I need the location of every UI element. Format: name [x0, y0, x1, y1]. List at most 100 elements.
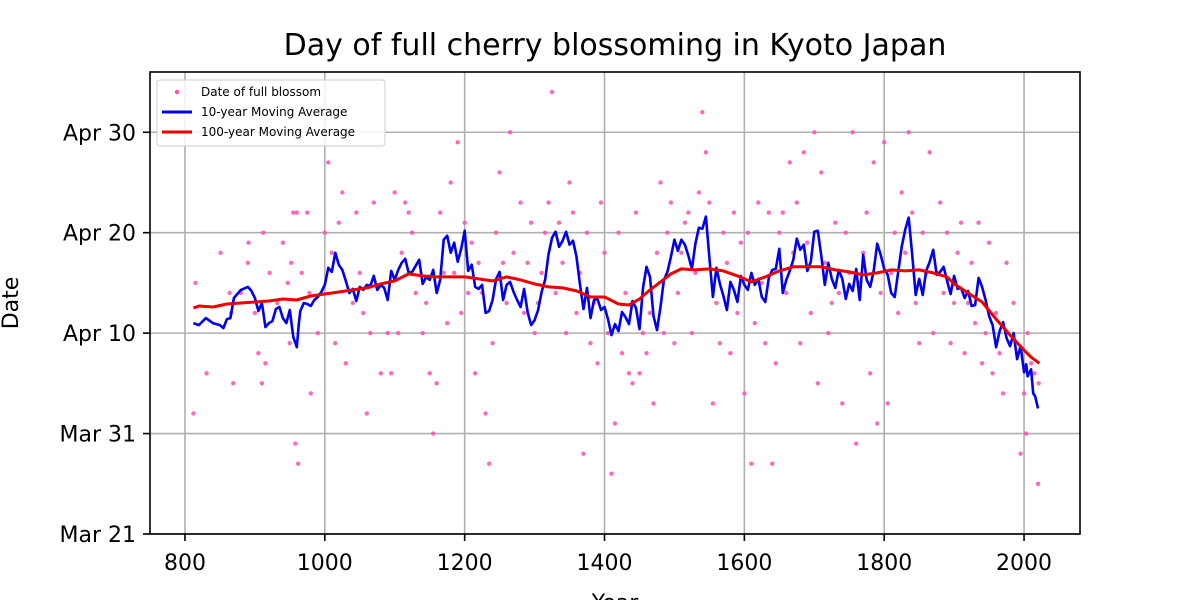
blossom-date-point [261, 230, 266, 235]
blossom-date-point [696, 190, 702, 195]
blossom-date-point [640, 330, 646, 336]
blossom-date-point [350, 300, 355, 306]
blossom-date-point [539, 270, 544, 276]
blossom-date-point [413, 290, 418, 296]
blossom-date-point [679, 250, 684, 255]
blossom-date-point [843, 230, 848, 235]
blossom-date-point [944, 230, 950, 235]
blossom-date-point [654, 250, 660, 255]
blossom-date-point [371, 200, 376, 205]
blossom-date-point [728, 351, 733, 356]
y-axis-label: Date [0, 277, 24, 330]
blossom-date-point [473, 371, 478, 376]
y-tick-label: Apr 30 [63, 121, 136, 146]
blossom-date-point [885, 401, 890, 406]
blossom-date-point [291, 210, 296, 215]
blossom-date-point [570, 210, 576, 215]
y-tick-label: Apr 10 [63, 322, 136, 347]
blossom-date-point [574, 310, 579, 316]
blossom-date-point [455, 140, 460, 145]
legend-label: 100-year Moving Average [201, 125, 355, 139]
blossom-date-point [777, 230, 782, 235]
blossom-date-point [819, 170, 824, 175]
blossom-date-point [287, 341, 292, 346]
blossom-date-point [983, 330, 988, 336]
legend-marker [174, 89, 180, 95]
blossom-date-point [951, 300, 957, 306]
blossom-date-point [1025, 330, 1030, 336]
blossom-date-point [703, 150, 709, 155]
blossom-date-point [854, 441, 859, 446]
blossom-date-point [602, 250, 607, 255]
blossom-date-point [191, 411, 196, 416]
blossom-date-point [997, 351, 1002, 356]
blossom-date-point [227, 290, 232, 296]
blossom-date-point [567, 180, 572, 185]
blossom-date-point [532, 330, 537, 336]
scatter-points [191, 89, 1041, 486]
blossom-date-point [293, 441, 298, 446]
blossom-date-point [588, 341, 593, 346]
legend-label: Date of full blossom [201, 85, 321, 99]
blossom-date-point [665, 230, 670, 235]
blossom-date-point [389, 371, 394, 376]
blossom-date-point [584, 230, 590, 235]
blossom-date-point [438, 210, 443, 215]
blossom-date-point [815, 381, 820, 386]
blossom-date-point [931, 330, 936, 336]
legend-label: 10-year Moving Average [201, 105, 347, 119]
blossom-date-point [721, 230, 726, 235]
blossom-date-point [462, 220, 467, 225]
blossom-date-point [899, 190, 904, 195]
blossom-date-point [246, 240, 251, 245]
blossom-date-point [749, 461, 754, 466]
blossom-date-point [958, 220, 964, 225]
blossom-date-point [633, 210, 639, 215]
blossom-date-point [511, 250, 516, 255]
blossom-date-point [280, 240, 286, 245]
blossom-date-point [403, 200, 408, 205]
blossom-date-point [920, 230, 925, 235]
blossom-date-point [1032, 371, 1037, 376]
x-tick-label: 1600 [716, 551, 772, 576]
blossom-date-point [354, 210, 359, 215]
blossom-date-point [801, 150, 806, 155]
blossom-date-point [731, 210, 737, 215]
blossom-date-point [521, 310, 527, 316]
blossom-date-point [808, 310, 813, 316]
blossom-date-point [340, 190, 345, 195]
blossom-date-point [267, 270, 272, 276]
blossom-date-point [745, 230, 751, 235]
blossom-date-point [840, 401, 845, 406]
blossom-date-point [556, 220, 562, 225]
blossom-date-point [427, 371, 432, 376]
blossom-date-point [763, 341, 768, 346]
blossom-date-point [368, 330, 373, 336]
blossom-date-point [962, 351, 967, 356]
blossom-date-point [906, 130, 911, 135]
blossom-date-point [263, 361, 268, 366]
blossom-date-point [735, 310, 740, 316]
blossom-date-point [252, 310, 258, 316]
blossom-date-point [829, 300, 834, 306]
blossom-date-point [826, 330, 831, 336]
blossom-date-point [812, 130, 817, 135]
blossom-date-point [707, 200, 712, 205]
blossom-date-point [756, 200, 761, 205]
blossom-date-point [483, 411, 488, 416]
blossom-date-point [752, 320, 757, 326]
blossom-date-point [616, 230, 621, 235]
blossom-date-point [218, 250, 223, 255]
blossom-date-point [972, 320, 978, 326]
blossom-date-point [623, 290, 628, 296]
blossom-date-point [637, 371, 642, 376]
blossom-date-point [563, 330, 569, 336]
blossom-date-point [882, 140, 887, 145]
blossom-date-point [595, 361, 600, 366]
ma100-line [192, 265, 1041, 365]
x-tick-label: 1200 [437, 551, 493, 576]
moving-average-lines [192, 215, 1041, 409]
blossom-date-point [285, 280, 290, 286]
blossom-date-point [452, 270, 457, 276]
blossom-date-point [410, 230, 415, 235]
